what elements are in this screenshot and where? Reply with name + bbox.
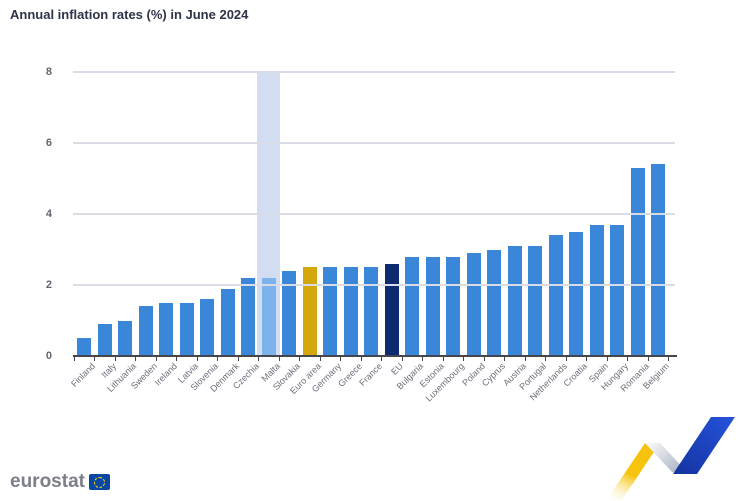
- bar-italy[interactable]: [97, 324, 112, 356]
- bar-estonia[interactable]: [425, 256, 440, 356]
- x-axis-tick: [217, 357, 219, 361]
- bar-poland[interactable]: [466, 253, 481, 356]
- bar-cyprus[interactable]: [487, 249, 501, 356]
- bar-spain[interactable]: [589, 224, 604, 356]
- bar-belgium[interactable]: [651, 164, 665, 356]
- decorative-ribbon-icon: [606, 417, 735, 501]
- bar-malta[interactable]: [261, 277, 276, 356]
- eurostat-logo[interactable]: eurostat: [10, 472, 110, 492]
- y-axis-label-2: 2: [45, 279, 52, 291]
- y-axis-label-0: 0: [45, 350, 52, 362]
- x-axis-tick: [401, 357, 403, 361]
- bar-netherlands[interactable]: [548, 235, 563, 356]
- bar-austria[interactable]: [507, 245, 522, 356]
- x-axis-tick: [278, 357, 280, 361]
- bar-portugal[interactable]: [528, 245, 542, 356]
- x-axis-tick: [668, 357, 670, 361]
- bar-croatia[interactable]: [569, 231, 583, 356]
- x-axis-tick: [73, 357, 75, 361]
- gridline-8: [73, 71, 675, 73]
- x-axis-tick: [524, 357, 526, 361]
- x-axis-tick: [627, 357, 629, 361]
- gridline-6: [73, 142, 675, 144]
- y-axis-label-6: 6: [45, 137, 52, 149]
- x-axis-tick: [360, 357, 362, 361]
- bar-czechia[interactable]: [241, 277, 255, 356]
- bar-slovenia[interactable]: [200, 299, 214, 356]
- bar-greece[interactable]: [343, 267, 358, 356]
- gridline-2: [73, 284, 675, 286]
- bar-finland[interactable]: [77, 338, 91, 356]
- x-axis-tick: [196, 357, 198, 361]
- x-axis-tick: [319, 357, 321, 361]
- x-axis-tick: [114, 357, 116, 361]
- x-axis-tick: [381, 357, 383, 361]
- plot-area: 0 2 4 6 8 Finland Italy Lithuania Sweden Ireland L…: [45, 66, 677, 403]
- x-axis-tick: [463, 357, 465, 361]
- x-axis-tick: [565, 357, 567, 361]
- y-axis-label-8: 8: [45, 66, 52, 78]
- bar-eu[interactable]: [384, 263, 399, 356]
- gridline-4: [73, 213, 675, 215]
- x-axis-tick: [586, 357, 588, 361]
- y-axis-label-4: 4: [45, 208, 52, 220]
- chart-title: Annual inflation rates (%) in June 2024: [10, 7, 249, 22]
- x-axis-line: [73, 355, 677, 357]
- x-axis-tick: [504, 357, 506, 361]
- bar-denmark[interactable]: [220, 288, 235, 356]
- x-axis-tick: [483, 357, 485, 361]
- bar-hungary[interactable]: [610, 224, 624, 356]
- x-axis-tick: [422, 357, 424, 361]
- bar-sweden[interactable]: [138, 306, 153, 356]
- bar-germany[interactable]: [323, 267, 337, 356]
- x-axis-tick: [647, 357, 649, 361]
- bar-bulgaria[interactable]: [405, 256, 419, 356]
- x-axis-tick: [94, 357, 96, 361]
- x-axis-tick: [155, 357, 157, 361]
- bar-slovakia[interactable]: [282, 270, 296, 356]
- bar-france[interactable]: [364, 267, 378, 356]
- bar-lithuania[interactable]: [118, 320, 132, 356]
- x-axis-tick: [299, 357, 301, 361]
- x-axis-label-finland: Finland: [69, 361, 98, 389]
- bar-latvia[interactable]: [179, 302, 194, 356]
- x-axis-tick: [258, 357, 260, 361]
- bar-ireland[interactable]: [159, 302, 173, 356]
- bar-euro-area[interactable]: [302, 267, 317, 356]
- x-axis-tick: [442, 357, 444, 361]
- eurostat-logo-text: eurostat: [10, 471, 85, 492]
- bar-romania[interactable]: [630, 167, 645, 356]
- x-axis-tick: [545, 357, 547, 361]
- x-axis-tick: [340, 357, 342, 361]
- x-axis-tick: [237, 357, 239, 361]
- x-axis-tick: [606, 357, 608, 361]
- x-axis-label-eu: EU: [388, 361, 405, 377]
- bar-luxembourg[interactable]: [446, 256, 460, 356]
- x-axis-tick: [135, 357, 137, 361]
- eu-flag-icon: [88, 474, 110, 490]
- eu-stars-icon: [93, 477, 105, 488]
- x-axis-tick: [176, 357, 178, 361]
